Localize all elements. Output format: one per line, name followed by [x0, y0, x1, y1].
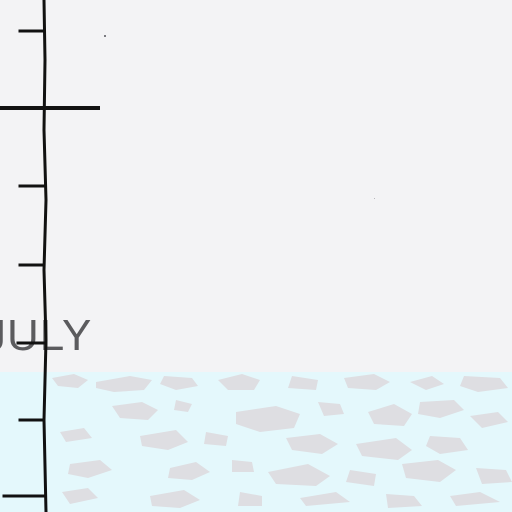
scale-bar-line — [44, 0, 46, 512]
